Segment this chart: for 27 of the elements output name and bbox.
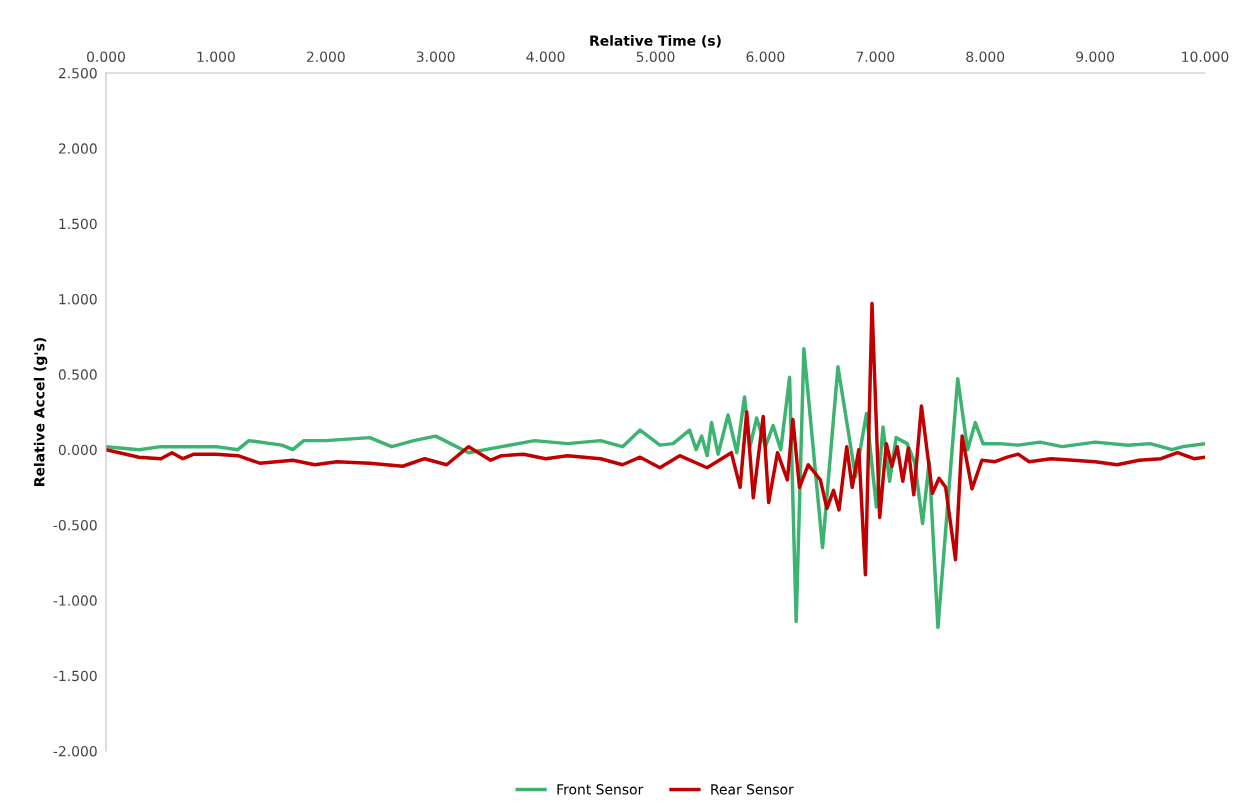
x-tick-label: 9.000 [1076, 51, 1115, 62]
x-tick-label: 6.000 [746, 51, 785, 62]
y-tick-label: 2.000 [58, 143, 97, 154]
y-axis-title: Relative Accel (g's) [33, 338, 48, 486]
y-tick-label: 2.500 [58, 67, 97, 79]
y-tick-label: 0.000 [58, 444, 97, 456]
x-tick-label: 4.000 [526, 51, 565, 62]
legend-label: Front Sensor [557, 784, 644, 795]
x-tick-label: 5.000 [636, 51, 675, 62]
x-tick-label: 1.000 [197, 51, 235, 62]
x-tick-label: 2.000 [306, 51, 345, 62]
x-tick-label: 0.000 [87, 51, 125, 62]
y-tick-label: 1.000 [59, 293, 97, 305]
x-tick-label: 10.000 [1182, 51, 1229, 62]
line-series [106, 301, 1205, 577]
x-tick-label: 3.000 [416, 51, 455, 62]
x-tick-label: 8.000 [966, 51, 1005, 62]
x-axis-title: Relative Time (s) [590, 35, 721, 48]
line-series [106, 346, 1205, 630]
y-tick-label: -2.000 [53, 745, 97, 757]
y-tick-label: 1.500 [59, 218, 97, 230]
y-tick-label: -1.000 [53, 595, 97, 606]
legend-label: Rear Sensor [711, 784, 794, 795]
y-tick-label: 0.500 [58, 369, 97, 380]
x-tick-label: 7.000 [856, 51, 895, 62]
y-tick-label: -1.500 [53, 670, 97, 682]
y-tick-label: -0.500 [53, 519, 97, 531]
